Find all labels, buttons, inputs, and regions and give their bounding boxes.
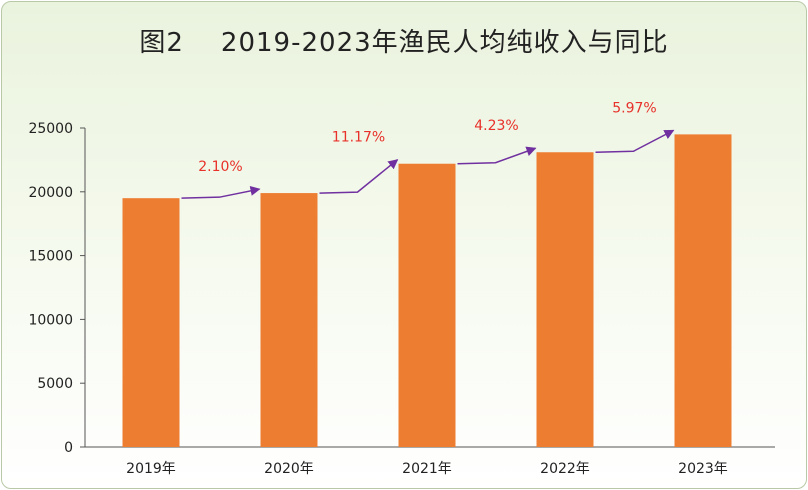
y-tick-label: 5000	[37, 376, 73, 392]
y-tick-label: 15000	[28, 249, 73, 265]
bar	[260, 193, 318, 447]
growth-arrow	[319, 159, 399, 194]
x-tick-label: 2020年	[264, 461, 314, 477]
x-tick-label: 2023年	[678, 461, 728, 477]
chart-title: 图2 2019-2023年渔民人均纯收入与同比	[139, 28, 669, 58]
bar	[674, 134, 732, 447]
growth-label: 5.97%	[612, 100, 656, 116]
bar	[536, 152, 594, 447]
y-tick-label: 25000	[28, 121, 73, 137]
y-tick-label: 0	[64, 440, 73, 456]
x-tick-label: 2019年	[126, 461, 176, 477]
growth-label: 11.17%	[332, 130, 385, 146]
growth-label: 4.23%	[474, 118, 518, 134]
bar	[398, 163, 456, 447]
growth-arrow	[457, 146, 537, 165]
growth-label: 2.10%	[198, 159, 242, 175]
bar	[122, 198, 180, 447]
y-tick-label: 10000	[28, 312, 73, 328]
growth-arrow	[595, 129, 675, 153]
growth-arrow	[181, 185, 261, 199]
x-tick-label: 2021年	[402, 461, 452, 477]
x-tick-label: 2022年	[540, 461, 590, 477]
y-tick-label: 20000	[28, 185, 73, 201]
